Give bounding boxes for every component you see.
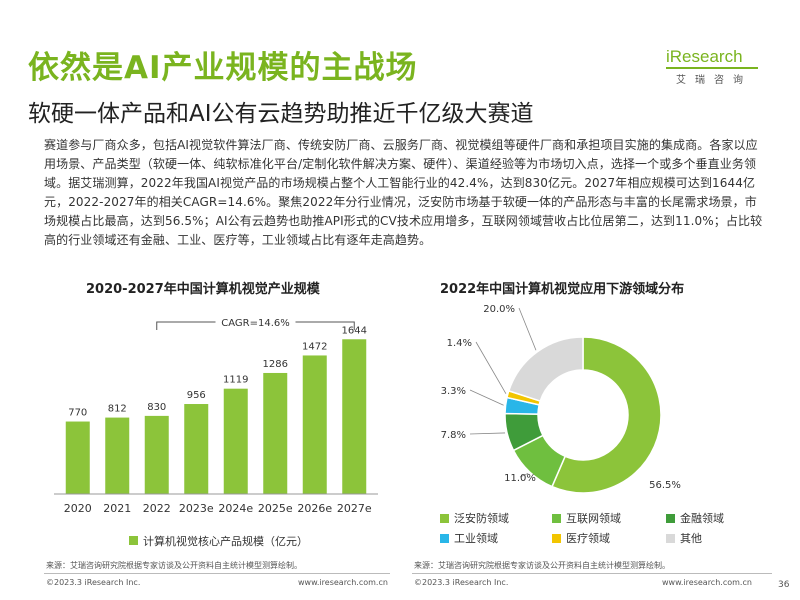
legend-swatch bbox=[440, 514, 449, 523]
slice-value-label: 11.0% bbox=[504, 473, 536, 484]
page-number: 36 bbox=[778, 580, 790, 590]
bar-2023e bbox=[184, 404, 209, 494]
bar-legend-label: 计算机视觉核心产品规模（亿元） bbox=[143, 534, 308, 548]
intro-paragraph: 赛道参与厂商众多，包括AI视觉软件算法厂商、传统安防厂商、云服务厂商、视觉模组等… bbox=[44, 138, 763, 247]
website-link-right[interactable]: www.iresearch.com.cn bbox=[662, 578, 752, 587]
bar-value-label: 1472 bbox=[302, 341, 327, 352]
legend-label: 互联网领域 bbox=[566, 512, 621, 525]
x-tick-label: 2027e bbox=[337, 502, 372, 515]
slice-value-label: 7.8% bbox=[441, 430, 466, 441]
slice-value-label: 56.5% bbox=[649, 480, 681, 491]
copyright-right: ©2023.3 iResearch Inc. bbox=[414, 578, 509, 587]
bar-value-label: 1286 bbox=[263, 359, 288, 370]
bar-legend-swatch bbox=[129, 536, 138, 545]
legend-item: 工业领域 bbox=[440, 530, 498, 546]
slice-value-label: 20.0% bbox=[483, 304, 515, 315]
bar-2024e bbox=[223, 388, 248, 494]
bar-chart-title: 2020-2027年中国计算机视觉产业规模 bbox=[86, 282, 320, 297]
legend-swatch bbox=[440, 534, 449, 543]
website-link-left[interactable]: www.iresearch.com.cn bbox=[298, 578, 388, 587]
bar-2022 bbox=[144, 415, 169, 494]
bar-value-label: 1644 bbox=[342, 325, 367, 336]
legend-item: 其他 bbox=[666, 530, 702, 546]
legend-item: 泛安防领域 bbox=[440, 510, 509, 526]
bar-2020 bbox=[65, 421, 90, 494]
donut-chart: 56.5% 11.0% 7.8% 3.3% 1.4% 20.0% bbox=[441, 304, 681, 494]
x-tick-label: 2020 bbox=[64, 502, 92, 515]
legend-item: 互联网领域 bbox=[552, 510, 621, 526]
slice-其他 bbox=[507, 336, 584, 403]
footer-divider-left bbox=[44, 573, 390, 574]
legend-swatch bbox=[666, 534, 675, 543]
x-tick-label: 2026e bbox=[297, 502, 332, 515]
bar-chart: 770 2020 812 2021 830 2022 956 2023e 1119 2024e 12… bbox=[54, 314, 378, 548]
legend-swatch bbox=[666, 514, 675, 523]
bar-2025e bbox=[263, 372, 288, 494]
bar-value-label: 1119 bbox=[223, 375, 248, 386]
leader-line bbox=[519, 472, 529, 478]
leader-line bbox=[475, 341, 507, 394]
legend-item: 金融领域 bbox=[666, 510, 724, 526]
legend-swatch bbox=[552, 514, 561, 523]
pie-chart-title: 2022年中国计算机视觉应用下游领域分布 bbox=[440, 282, 685, 297]
legend-item: 医疗领域 bbox=[552, 530, 610, 546]
x-tick-label: 2021 bbox=[103, 502, 131, 515]
logo-wordmark: iResearch bbox=[666, 47, 743, 66]
x-tick-label: 2025e bbox=[258, 502, 293, 515]
leader-line bbox=[518, 307, 537, 351]
legend-label: 工业领域 bbox=[454, 532, 498, 545]
leader-line bbox=[469, 389, 504, 406]
footer-divider-right bbox=[412, 573, 772, 574]
slice-value-label: 1.4% bbox=[447, 338, 472, 349]
logo-underline bbox=[666, 67, 758, 69]
page-subtitle: 软硬一体产品和AI公有云趋势助推近千亿级大赛道 bbox=[28, 101, 534, 127]
legend-label: 其他 bbox=[680, 532, 702, 545]
bar-2027e bbox=[342, 339, 367, 494]
source-note-right: 来源：艾瑞咨询研究院根据专家访谈及公开资料自主统计模型测算绘制。 bbox=[414, 561, 670, 570]
source-note-left: 来源：艾瑞咨询研究院根据专家访谈及公开资料自主统计模型测算绘制。 bbox=[46, 561, 302, 570]
bar-value-label: 812 bbox=[108, 404, 127, 415]
copyright-left: ©2023.3 iResearch Inc. bbox=[46, 578, 141, 587]
iresearch-logo: iResearch 艾瑞咨询 bbox=[660, 45, 760, 90]
bar-2026e bbox=[302, 355, 327, 494]
legend-label: 医疗领域 bbox=[566, 532, 610, 545]
slice-value-label: 3.3% bbox=[441, 386, 466, 397]
slice-泛安防领域 bbox=[551, 336, 662, 494]
x-tick-label: 2024e bbox=[218, 502, 253, 515]
bar-value-label: 956 bbox=[187, 390, 206, 401]
legend-label: 泛安防领域 bbox=[454, 512, 509, 525]
bar-value-label: 770 bbox=[68, 408, 87, 419]
legend-label: 金融领域 bbox=[680, 512, 724, 525]
bar-value-label: 830 bbox=[147, 402, 166, 413]
x-tick-label: 2022 bbox=[143, 502, 171, 515]
logo-chinese-name: 艾瑞咨询 bbox=[676, 75, 752, 86]
page-title: 依然是AI产业规模的主战场 bbox=[28, 50, 418, 86]
bar-2021 bbox=[105, 417, 130, 494]
leader-line bbox=[469, 432, 506, 435]
cagr-label-bg bbox=[215, 314, 296, 330]
cagr-annotation: CAGR=14.6% bbox=[221, 318, 290, 329]
x-tick-label: 2023e bbox=[179, 502, 214, 515]
legend-swatch bbox=[552, 534, 561, 543]
